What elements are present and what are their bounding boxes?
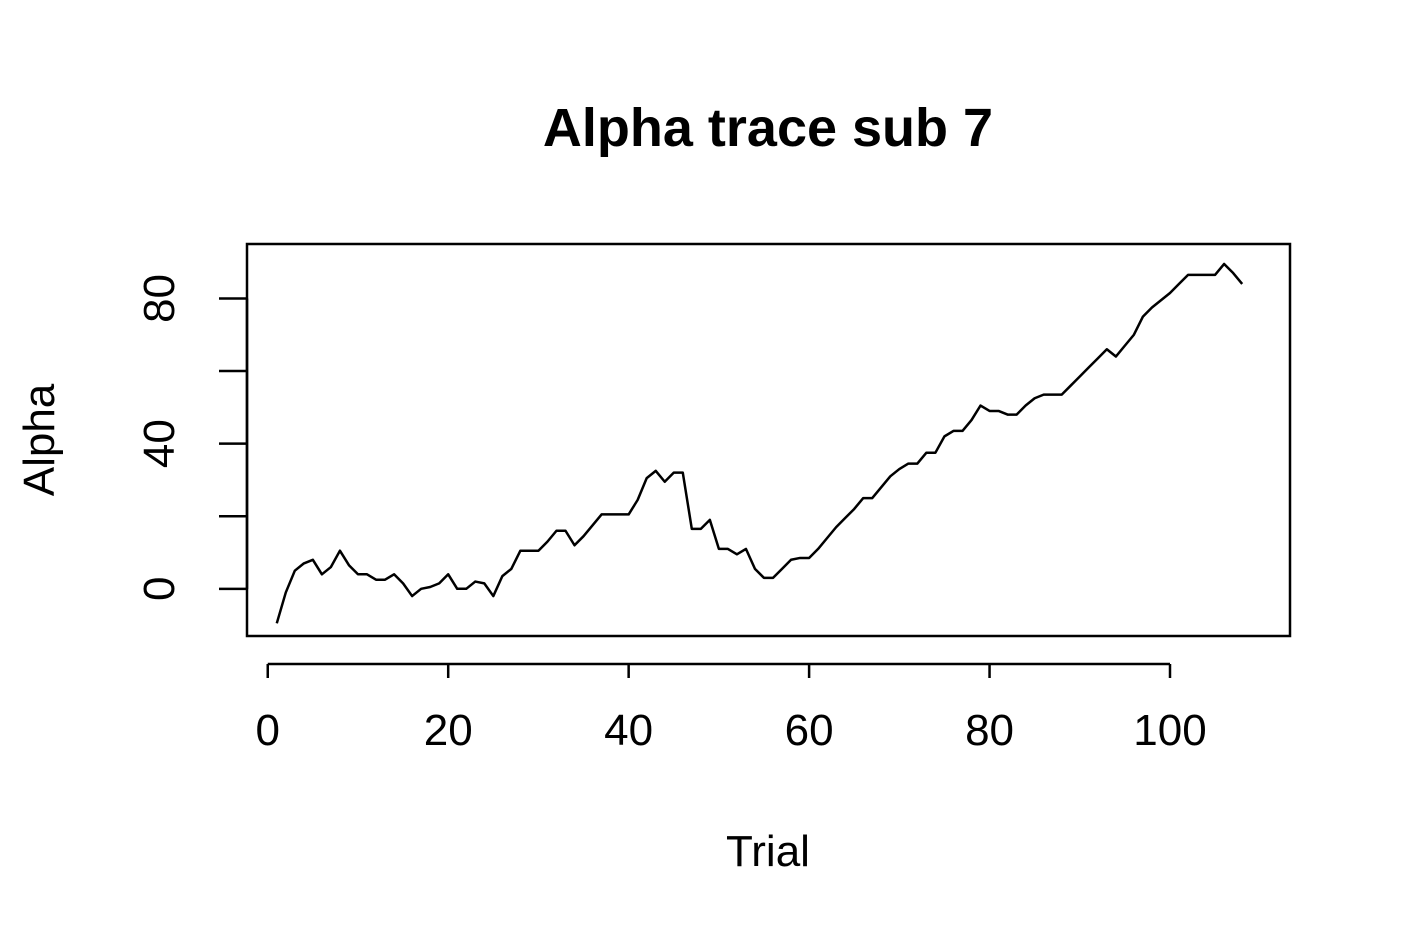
x-axis: 0 20 40 60 80 100 [256,662,1207,755]
chart-title: Alpha trace sub 7 [543,98,993,158]
y-tick-label: 40 [135,419,184,468]
y-axis: 0 40 80 [135,274,249,601]
y-tick-label: 0 [135,577,184,601]
x-axis-label: Trial [726,827,810,876]
x-tick-label: 0 [256,706,280,755]
x-tick-label: 100 [1133,706,1206,755]
x-tick-label: 80 [965,706,1014,755]
alpha-trace-line [275,262,1244,624]
x-tick-label: 40 [604,706,653,755]
y-axis-label: Alpha [15,383,64,496]
y-tick-label: 80 [135,274,184,323]
x-tick-label: 60 [785,706,834,755]
x-tick-label: 20 [424,706,473,755]
